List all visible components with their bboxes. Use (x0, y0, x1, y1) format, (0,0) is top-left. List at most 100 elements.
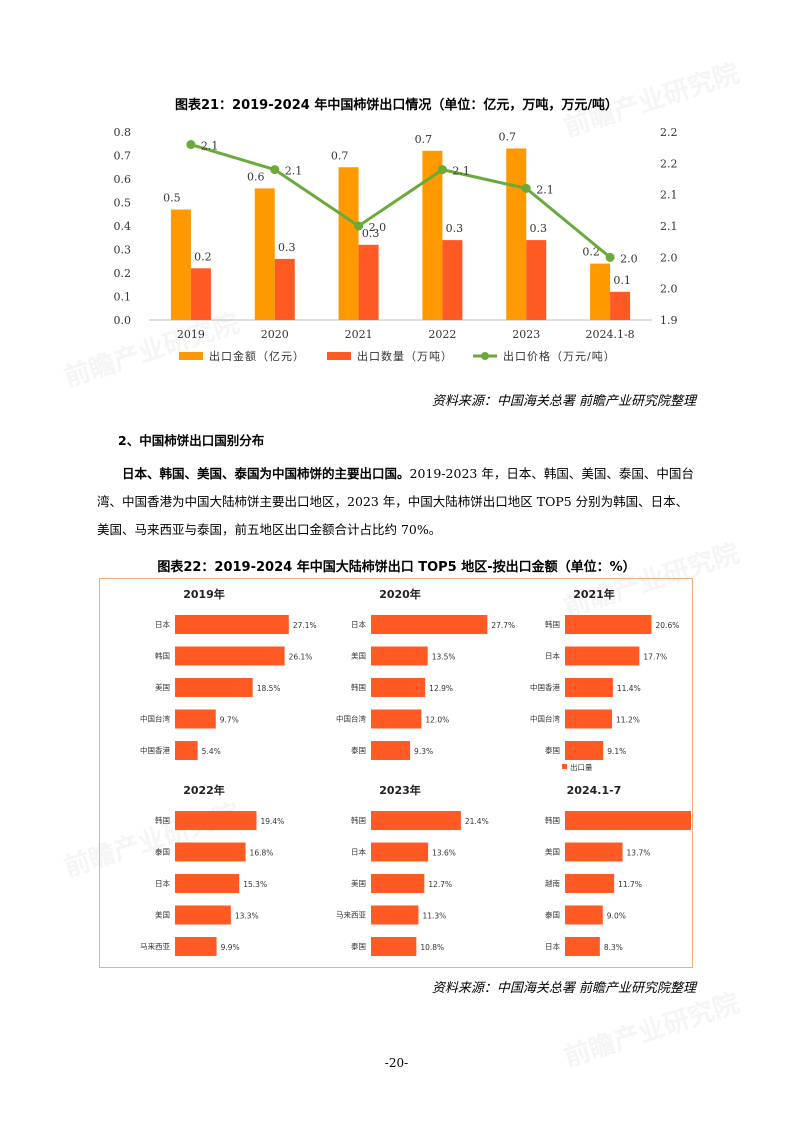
legend-swatch (562, 764, 567, 769)
region-bar (371, 905, 419, 925)
region-label: 中国香港 (140, 745, 170, 755)
bar (358, 244, 379, 320)
price-line (190, 143, 612, 259)
panel-title: 2022年 (183, 783, 225, 797)
region-label: 韩国 (155, 815, 170, 825)
region-value-label: 16.8% (250, 849, 274, 858)
region-label: 中国香港 (530, 682, 560, 692)
bar-data-label: 0.2 (194, 250, 212, 263)
panel-title: 2023年 (379, 783, 421, 797)
region-bar (175, 937, 217, 956)
region-bar (565, 709, 613, 729)
bar-data-label: 0.3 (278, 241, 296, 254)
right-axis-tick-label: 2.2 (660, 126, 678, 139)
bar (610, 291, 631, 320)
region-value-label: 26.1% (289, 653, 313, 662)
region-label: 日本 (545, 941, 560, 951)
region-value-label: 5.4% (202, 747, 221, 756)
bar-data-label: 0.3 (362, 227, 380, 240)
legend-label: 出口数量（万吨） (357, 349, 453, 363)
left-axis-tick-label: 0.6 (114, 173, 132, 186)
region-bar (565, 615, 652, 634)
region-value-label: 9.9% (221, 943, 240, 952)
region-value-label: 9.1% (607, 747, 626, 756)
price-data-label: 2.0 (369, 221, 387, 234)
left-axis-tick-label: 0.5 (114, 197, 132, 210)
bar (526, 240, 547, 320)
region-bar (175, 905, 231, 925)
region-value-label: 9.0% (607, 912, 626, 921)
right-axis-tick-label: 2.1 (660, 220, 678, 233)
left-axis-tick-label: 0.3 (114, 244, 132, 257)
region-label: 中国台湾 (530, 714, 560, 724)
region-value-label: 20.6% (656, 621, 680, 630)
bar-data-label: 0.7 (331, 149, 349, 162)
region-value-label: 17.7% (643, 653, 667, 662)
region-bar (371, 874, 425, 893)
paragraph-lead: 日本、韩国、美国、泰国为中国柿饼的主要出口国。 (122, 466, 410, 481)
region-bar (565, 741, 604, 760)
export-combo-chart: 0.0 0.1 0.2 0.3 0.4 0.5 0.6 0.7 0.8 1.9 2.0 2.0 2.1 2… (114, 126, 678, 363)
x-axis-tick-label: 2019 (177, 328, 205, 341)
region-bar (371, 615, 488, 634)
bar (274, 258, 295, 320)
bar (422, 150, 443, 320)
region-value-label: 11.4% (617, 684, 641, 693)
bar (338, 167, 359, 320)
legend-label: 出口价格（万元/吨） (503, 349, 616, 363)
x-axis-tick-label: 2023 (512, 328, 540, 341)
region-bar (175, 615, 289, 634)
panel-title: 2019年 (183, 587, 225, 601)
figure22-caption: 图表22：2019-2024 年中国大陆柿饼出口 TOP5 地区-按出口金额（单… (157, 560, 636, 575)
bar-data-label: 0.6 (247, 170, 265, 183)
bar (506, 148, 527, 320)
region-label: 美国 (351, 651, 366, 661)
legend-swatch (179, 352, 203, 360)
region-value-label: 13.7% (627, 849, 651, 858)
region-bar (565, 811, 691, 830)
right-axis-tick-label: 2.0 (660, 251, 678, 264)
region-label: 日本 (155, 878, 170, 888)
region-label: 美国 (155, 910, 170, 920)
right-axis-tick-label: 2.2 (660, 157, 678, 170)
region-bar (565, 905, 603, 925)
region-label: 美国 (155, 682, 170, 692)
x-axis-tick-label: 2021 (345, 328, 373, 341)
region-label: 日本 (545, 651, 560, 661)
figure22-source: 资料来源：中国海关总署 前瞻产业研究院整理 (431, 981, 696, 996)
region-label: 韩国 (351, 815, 366, 825)
region-value-label: 15.3% (243, 880, 267, 889)
region-bar (565, 874, 615, 893)
section-title: 2、中国柿饼出口国别分布 (118, 433, 265, 448)
region-bar (371, 842, 429, 862)
left-axis-tick-label: 0.8 (114, 126, 132, 139)
bar (190, 268, 211, 320)
region-value-label: 9.7% (220, 716, 239, 725)
region-value-label: 11.3% (422, 912, 446, 921)
region-bar (371, 741, 411, 760)
right-axis-tick-label: 2.1 (660, 189, 678, 202)
region-value-label: 11.2% (616, 716, 640, 725)
price-point (437, 165, 447, 175)
region-label: 马来西亚 (140, 942, 170, 951)
region-value-label: 9.3% (414, 747, 433, 756)
panel-title: 2021年 (573, 587, 615, 601)
region-value-label: 11.7% (618, 880, 642, 889)
right-axis-tick-label: 2.0 (660, 283, 678, 296)
legend-label: 出口量 (570, 762, 593, 772)
left-axis-tick-label: 0.0 (114, 314, 132, 327)
region-bar (565, 678, 613, 697)
region-label: 泰国 (351, 941, 366, 951)
region-label: 日本 (351, 847, 366, 857)
region-label: 中国台湾 (336, 714, 366, 724)
left-axis-tick-label: 0.2 (114, 267, 132, 280)
region-value-label: 8.3% (604, 943, 623, 952)
region-value-label: 27.7% (491, 621, 515, 630)
region-label: 美国 (545, 847, 560, 857)
paragraph-body: 2019-2023 年，日本、韩国、美国、泰国、中国台湾、中国香港为中国大陆柿饼… (97, 466, 694, 537)
price-point (605, 252, 615, 262)
region-value-label: 18.5% (257, 684, 281, 693)
region-bar (175, 741, 198, 760)
section-paragraph: 日本、韩国、美国、泰国为中国柿饼的主要出口国。2019-2023 年，日本、韩国… (97, 460, 697, 544)
